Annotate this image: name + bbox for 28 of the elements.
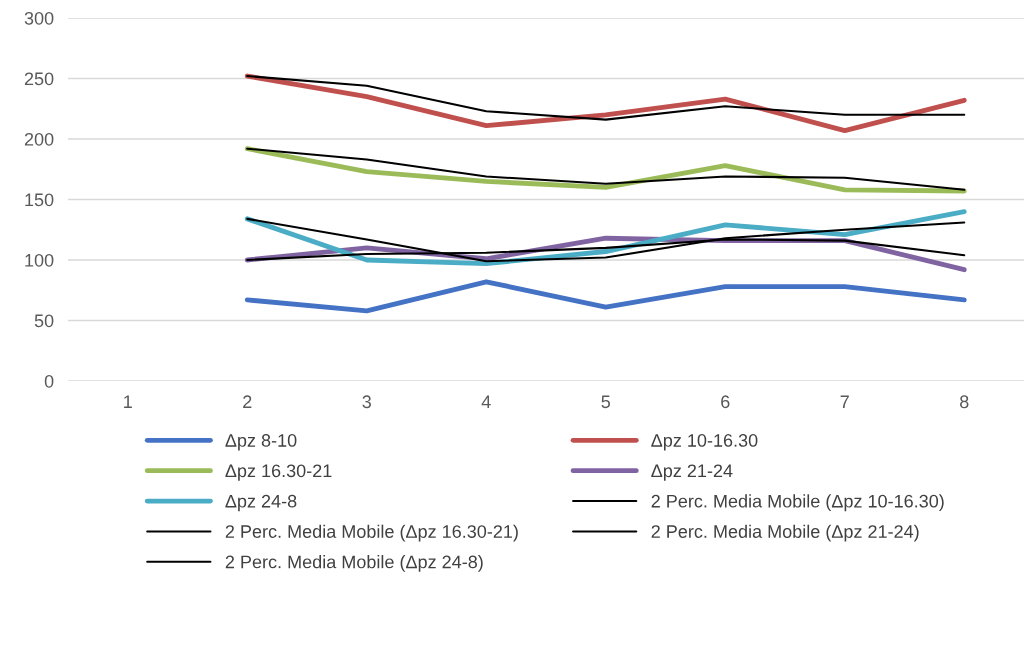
y-tick-label: 50 bbox=[34, 314, 54, 328]
legend-label: Δpz 24-8 bbox=[225, 494, 297, 512]
y-tick-label: 200 bbox=[24, 132, 54, 146]
y-tick-label: 100 bbox=[25, 253, 54, 267]
legend-label: 2 Perc. Media Mobile (Δpz 10-16.30) bbox=[651, 494, 944, 512]
legend-label: 2 Perc. Media Mobile (Δpz 16.30-21) bbox=[225, 524, 518, 542]
line-series bbox=[246, 217, 966, 263]
y-tick-label: 300 bbox=[24, 11, 54, 25]
line-series bbox=[244, 279, 967, 314]
y-tick-label: 0 bbox=[44, 374, 54, 388]
x-tick-label: 1 bbox=[124, 395, 132, 408]
x-tick-label: 4 bbox=[481, 395, 491, 408]
legend-label: 2 Perc. Media Mobile (Δpz 24-8) bbox=[225, 555, 483, 572]
legend-label: 2 Perc. Media Mobile (Δpz 21-24) bbox=[651, 524, 919, 542]
y-tick-label: 250 bbox=[24, 72, 54, 86]
legend-label: Δpz 21-24 bbox=[651, 464, 733, 481]
legend-label: Δpz 8-10 bbox=[225, 434, 297, 451]
x-tick-label: 8 bbox=[960, 395, 969, 409]
x-tick-label: 6 bbox=[721, 395, 730, 409]
y-tick-label: 150 bbox=[25, 193, 54, 207]
line-series bbox=[244, 73, 967, 133]
x-tick-label: 7 bbox=[840, 395, 849, 408]
legend-label: Δpz 16.30-21 bbox=[225, 464, 332, 481]
x-tick-label: 2 bbox=[243, 395, 252, 408]
line-series bbox=[246, 75, 966, 121]
legend-label: Δpz 10-16.30 bbox=[651, 434, 758, 451]
x-tick-label: 3 bbox=[362, 395, 371, 409]
x-tick-label: 5 bbox=[601, 395, 611, 409]
